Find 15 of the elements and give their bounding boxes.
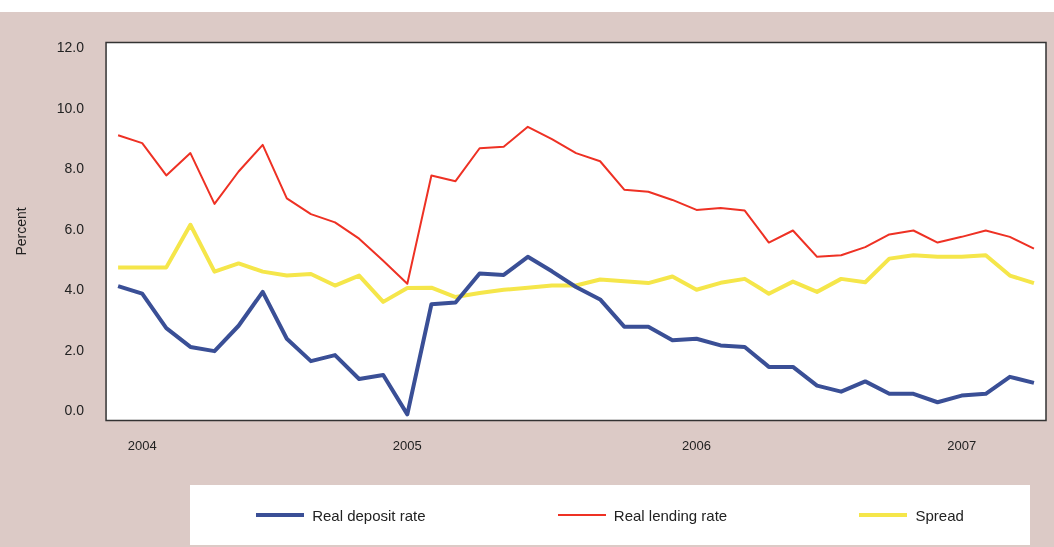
y-tick-label: 8.0 [64,160,85,177]
legend-label: Real deposit rate [312,506,426,524]
y-tick-label: 10.0 [56,99,85,116]
legend-label: Spread [915,506,964,524]
x-tick-label: 2007 [947,437,977,453]
x-tick-label: 2005 [392,437,422,453]
y-tick-label: 2.0 [64,341,85,358]
y-tick-label: 12.0 [56,39,85,56]
y-tick-label: 4.0 [64,281,85,298]
x-tick-label: 2004 [127,437,157,453]
y-tick-label: 0.0 [64,402,85,419]
y-tick-label: 6.0 [64,220,85,237]
x-tick-label: 2006 [682,437,711,453]
y-axis-title: Percent [13,207,30,256]
legend-label: Real lending rate [613,506,728,524]
